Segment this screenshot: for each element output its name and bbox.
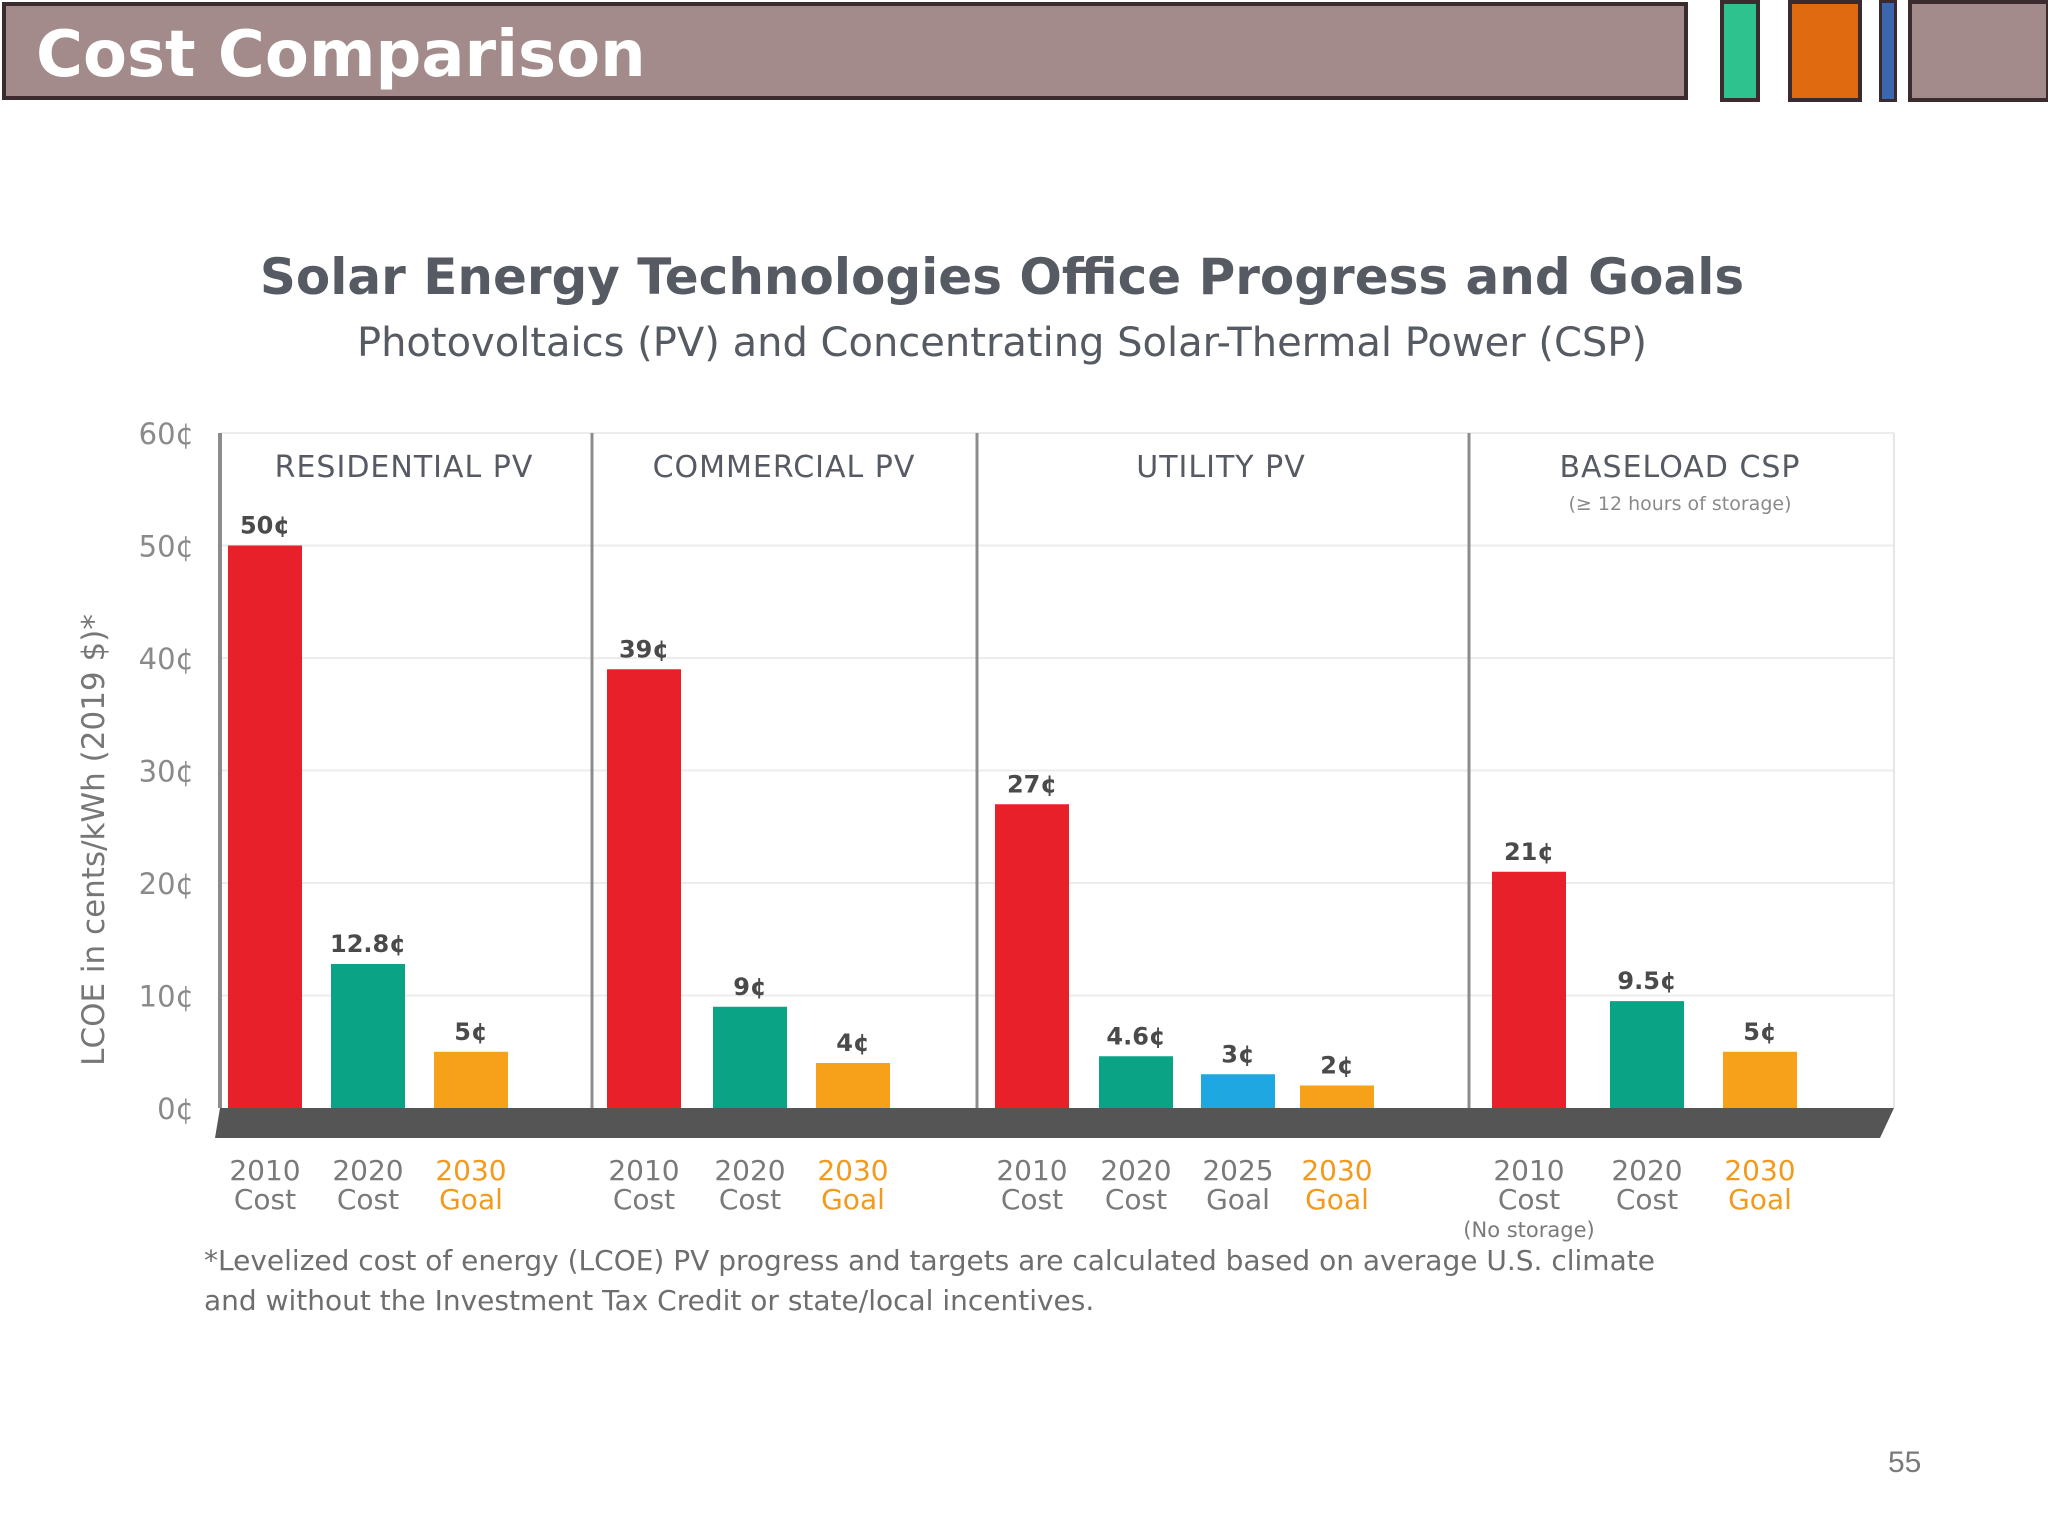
bar-value-label: 12.8¢ — [330, 930, 406, 958]
accent-block-green — [1720, 0, 1760, 102]
group-title: BASELOAD CSP — [1559, 450, 1800, 485]
x-tick-kind: Cost — [1498, 1183, 1560, 1216]
x-tick-year: 2025 — [1202, 1154, 1273, 1187]
bar-value-label: 2¢ — [1320, 1052, 1353, 1080]
group-title: COMMERCIAL PV — [653, 450, 916, 485]
bar — [434, 1051, 508, 1108]
bar — [1492, 871, 1566, 1108]
x-tick-year: 2010 — [1493, 1154, 1564, 1187]
x-tick-note: (No storage) — [1463, 1218, 1594, 1242]
x-tick-kind: Goal — [1728, 1183, 1792, 1216]
group-note: (≥ 12 hours of storage) — [1569, 493, 1792, 515]
bar — [713, 1006, 787, 1108]
x-tick-year: 2020 — [1611, 1154, 1682, 1187]
x-tick-year: 2010 — [229, 1154, 300, 1187]
x-tick-kind: Cost — [1001, 1183, 1063, 1216]
bar-value-label: 4.6¢ — [1106, 1022, 1165, 1050]
bar — [1201, 1074, 1275, 1108]
x-tick-year: 2010 — [996, 1154, 1067, 1187]
bar — [1099, 1056, 1173, 1108]
x-tick-year: 2020 — [1100, 1154, 1171, 1187]
accent-block-orange — [1788, 0, 1862, 102]
y-tick-label: 30¢ — [139, 755, 194, 789]
x-tick-year: 2030 — [817, 1154, 888, 1187]
y-tick-label: 10¢ — [139, 980, 194, 1014]
bar-value-label: 5¢ — [454, 1018, 487, 1046]
bar-value-label: 21¢ — [1504, 838, 1554, 866]
title-bar: Cost Comparison — [2, 2, 1688, 100]
group-title: UTILITY PV — [1136, 450, 1306, 485]
x-tick-kind: Cost — [337, 1183, 399, 1216]
chart-svg: Solar Energy Technologies Office Progres… — [76, 248, 1895, 1317]
footnote-line-1: *Levelized cost of energy (LCOE) PV prog… — [204, 1244, 1655, 1277]
x-tick-year: 2010 — [608, 1154, 679, 1187]
accent-block-mauve — [1908, 0, 2048, 102]
y-tick-label: 40¢ — [139, 642, 194, 676]
bar-value-label: 50¢ — [240, 512, 290, 540]
x-tick-kind: Cost — [719, 1183, 781, 1216]
y-axis-label: LCOE in cents/kWh (2019 $)* — [76, 614, 112, 1066]
x-tick-kind: Goal — [821, 1183, 885, 1216]
accent-block-blue — [1879, 0, 1897, 102]
bar — [607, 669, 681, 1108]
bar-value-label: 4¢ — [836, 1029, 869, 1057]
bar-value-label: 5¢ — [1743, 1018, 1776, 1046]
x-tick-year: 2030 — [435, 1154, 506, 1187]
chart-subtitle: Photovoltaics (PV) and Concentrating Sol… — [357, 320, 1647, 366]
x-tick-year: 2030 — [1301, 1154, 1372, 1187]
y-tick-label: 60¢ — [139, 417, 194, 451]
group-title: RESIDENTIAL PV — [275, 450, 534, 485]
x-tick-kind: Goal — [1305, 1183, 1369, 1216]
x-tick-kind: Cost — [234, 1183, 296, 1216]
y-tick-label: 20¢ — [139, 867, 194, 901]
bar — [816, 1063, 890, 1108]
bar — [228, 545, 302, 1108]
x-tick-kind: Cost — [613, 1183, 675, 1216]
x-tick-kind: Goal — [439, 1183, 503, 1216]
slide-title: Cost Comparison — [36, 18, 646, 92]
y-tick-label: 0¢ — [157, 1092, 194, 1126]
bar — [1610, 1001, 1684, 1108]
bar-value-label: 9¢ — [733, 973, 766, 1001]
x-tick-year: 2030 — [1724, 1154, 1795, 1187]
axis-floor — [215, 1108, 1894, 1138]
bar-value-label: 3¢ — [1221, 1040, 1254, 1068]
x-tick-kind: Cost — [1616, 1183, 1678, 1216]
x-tick-kind: Goal — [1206, 1183, 1270, 1216]
bar — [1723, 1051, 1797, 1108]
x-tick-year: 2020 — [714, 1154, 785, 1187]
footnote-line-2: and without the Investment Tax Credit or… — [204, 1284, 1094, 1317]
chart: Solar Energy Technologies Office Progres… — [0, 180, 2048, 1360]
bar-value-label: 27¢ — [1007, 770, 1057, 798]
chart-title: Solar Energy Technologies Office Progres… — [260, 248, 1744, 306]
x-tick-kind: Cost — [1105, 1183, 1167, 1216]
bar-value-label: 39¢ — [619, 635, 669, 663]
x-tick-year: 2020 — [332, 1154, 403, 1187]
y-tick-label: 50¢ — [139, 530, 194, 564]
bar — [1300, 1085, 1374, 1108]
bar — [331, 964, 405, 1108]
bar-value-label: 9.5¢ — [1617, 967, 1676, 995]
page-number: 55 — [1888, 1446, 1922, 1479]
bar — [995, 804, 1069, 1108]
